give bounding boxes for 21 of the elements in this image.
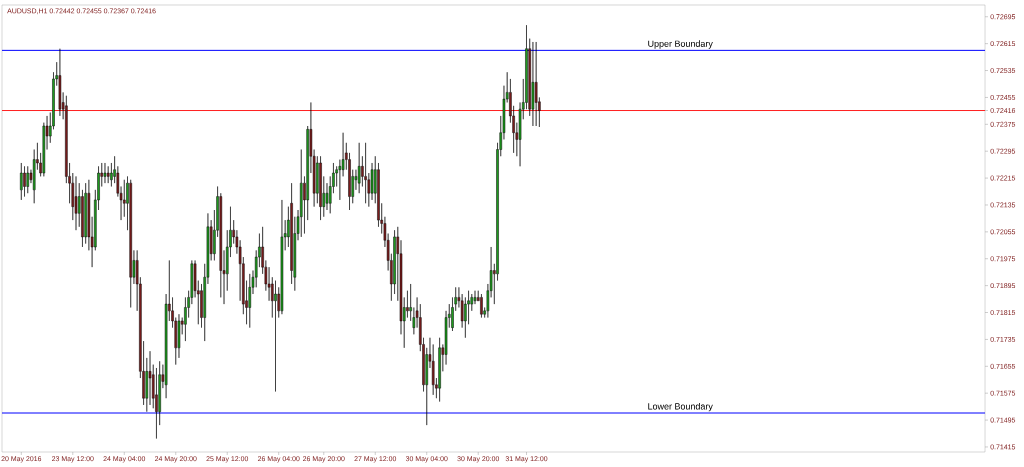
- candlestick: [248, 273, 252, 328]
- candlestick: [103, 162, 107, 184]
- candlestick: [438, 337, 441, 402]
- candlestick: [74, 176, 78, 231]
- candlestick: [26, 166, 30, 194]
- candlestick: [274, 280, 277, 392]
- candlestick: [106, 166, 110, 184]
- candlestick: [364, 142, 367, 204]
- candlestick: [129, 179, 132, 308]
- ref-line-label: Lower Boundary: [648, 402, 713, 412]
- candlestick: [531, 41, 535, 127]
- candlestick: [299, 149, 303, 238]
- candlestick: [280, 199, 284, 315]
- candlestick: [20, 162, 23, 201]
- candlestick: [357, 142, 361, 194]
- ref-line-label: Upper Boundary: [648, 40, 713, 49]
- candlestick: [319, 155, 322, 221]
- candlestick: [23, 166, 26, 197]
- candlestick: [58, 48, 62, 117]
- candlestick: [534, 41, 538, 127]
- candlestick: [480, 293, 483, 318]
